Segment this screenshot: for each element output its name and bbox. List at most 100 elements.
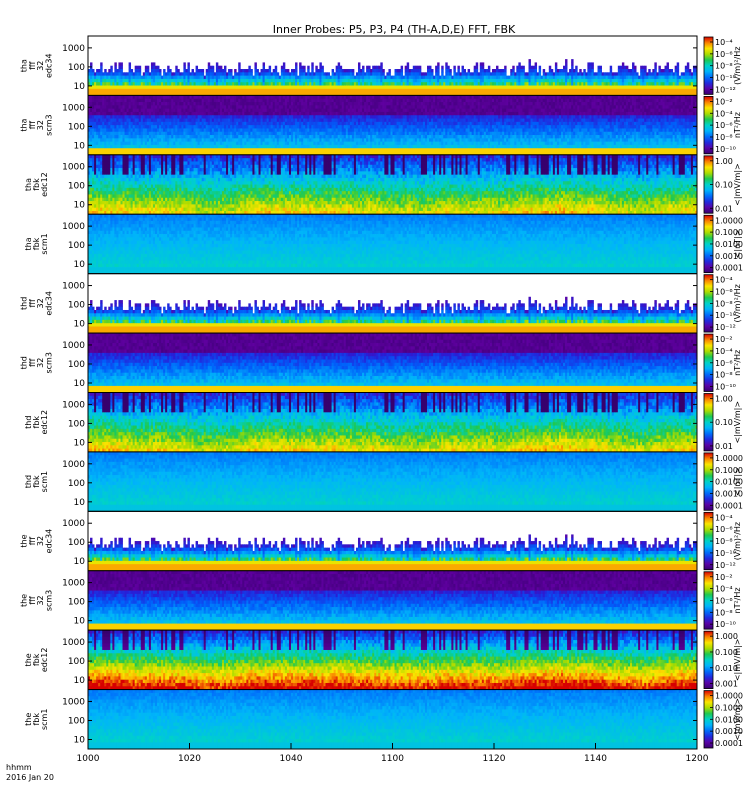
colorbar-tick-label: 10⁻⁶ <box>715 288 733 297</box>
panel-label-line: edc12 <box>40 410 49 435</box>
y-tick-label: 100 <box>68 716 85 726</box>
y-tick-label: 10 <box>74 82 86 92</box>
y-tick-label: 10 <box>74 201 86 211</box>
colorbar-unit-label: (V/m)²/Hz <box>733 47 742 85</box>
colorbar-tick-label: 10⁻⁴ <box>715 513 733 522</box>
colorbar-tick-label: 1.0000 <box>715 216 743 225</box>
colorbar-tick-label: 10⁻² <box>715 97 733 106</box>
x-tick-label: 1040 <box>280 754 303 764</box>
panel-label-line: edc34 <box>44 291 53 316</box>
spectrogram-image <box>88 59 697 96</box>
colorbar-tick-label: 10⁻⁶ <box>715 121 733 130</box>
panel-label: tha fff 32 edc34 <box>20 53 54 78</box>
y-tick-label: 1000 <box>62 519 85 529</box>
colorbar-tick-label: 10⁻⁸ <box>715 62 733 71</box>
y-tick-label: 100 <box>68 241 85 251</box>
colorbar <box>704 631 713 688</box>
y-tick-label: 10 <box>74 141 86 151</box>
spectrogram-image <box>88 534 697 571</box>
spectrogram-image <box>88 297 697 334</box>
colorbar-unit-label: <|mV/m|> <box>733 698 742 741</box>
panel-label: thd fbk scm1 <box>24 471 49 492</box>
y-tick-label: 1000 <box>62 460 85 470</box>
y-tick-label: 10 <box>74 320 86 330</box>
spectrogram-panels: 1000 100 10 tha fff 32 edc34 10⁻⁴ 10⁻⁶ 10⁻⁸ 10⁻¹⁰ 1… <box>20 36 743 749</box>
y-tick-label: 100 <box>68 182 85 192</box>
y-tick-label: 10 <box>74 617 86 627</box>
y-tick-label: 10 <box>74 498 86 508</box>
spectrogram-image <box>88 393 697 453</box>
y-tick-label: 10 <box>74 260 86 270</box>
colorbar-tick-label: 10⁻⁸ <box>715 299 733 308</box>
colorbar-tick-label: 10⁻² <box>715 573 733 582</box>
x-axis-label-date: 2016 Jan 20 <box>6 773 54 782</box>
panel-label-line: edc34 <box>44 529 53 554</box>
panel-label-line: scm3 <box>44 352 53 373</box>
colorbar-tick-label: 10⁻¹⁰ <box>715 620 736 629</box>
y-tick-label: 1000 <box>62 400 85 410</box>
colorbar-tick-label: 0.01 <box>715 204 733 213</box>
colorbar-tick-label: 10⁻⁶ <box>715 596 733 605</box>
y-tick-label: 1000 <box>62 222 85 232</box>
panel-label: thd fff 32 scm3 <box>20 352 54 373</box>
spectrogram-image <box>88 630 697 690</box>
spectrogram-image <box>88 571 697 631</box>
colorbar-unit-label: <|nT|> <box>733 230 742 259</box>
colorbar-tick-label: 10⁻⁸ <box>715 133 733 142</box>
colorbar-tick-label: 10⁻⁸ <box>715 371 733 380</box>
colorbar-unit-label: (V/m)²/Hz <box>733 522 742 560</box>
y-tick-label: 100 <box>68 538 85 548</box>
y-tick-label: 1000 <box>62 282 85 292</box>
panel-label: thd fbk edc12 <box>24 410 49 435</box>
y-tick-label: 100 <box>68 122 85 132</box>
spectrogram-image <box>88 690 697 750</box>
y-tick-label: 1000 <box>62 103 85 113</box>
x-tick-label: 1020 <box>178 754 201 764</box>
colorbar-tick-label: 10⁻⁶ <box>715 359 733 368</box>
panel-label: the fbk scm1 <box>24 709 49 730</box>
colorbar-tick-label: 0.0001 <box>715 501 743 510</box>
y-tick-label: 10 <box>74 557 86 567</box>
panel-label-line: edc34 <box>44 53 53 78</box>
chart-title: Inner Probes: P5, P3, P4 (TH-A,D,E) FFT,… <box>273 23 516 36</box>
y-tick-label: 1000 <box>62 44 85 54</box>
panel-label: tha fbk scm1 <box>24 233 49 254</box>
colorbar-unit-label: (V/m)²/Hz <box>733 284 742 322</box>
y-tick-label: 100 <box>68 360 85 370</box>
colorbar-tick-label: 10⁻⁴ <box>715 109 733 118</box>
colorbar-tick-label: 10⁻⁶ <box>715 50 733 59</box>
y-tick-label: 1000 <box>62 163 85 173</box>
colorbar-tick-label: 0.01 <box>715 442 733 451</box>
colorbar-tick-label: 10⁻⁴ <box>715 276 733 285</box>
panel-label-line: scm3 <box>44 590 53 611</box>
colorbar-unit-label: <|nT|> <box>733 467 742 496</box>
colorbar-tick-label: 0.0001 <box>715 264 743 273</box>
colorbar-tick-label: 10⁻⁸ <box>715 537 733 546</box>
x-tick-label: 1120 <box>483 754 506 764</box>
x-tick-label: 1140 <box>584 754 607 764</box>
panel-label-line: scm1 <box>40 471 49 492</box>
colorbar-tick-label: 10⁻¹⁰ <box>715 383 736 392</box>
colorbar-tick-label: 1.00 <box>715 157 733 166</box>
panel-label-line: scm3 <box>44 114 53 135</box>
x-tick-label: 1200 <box>686 754 709 764</box>
colorbar-tick-label: 1.00 <box>715 395 733 404</box>
spectrogram-image <box>88 452 697 512</box>
y-tick-label: 1000 <box>62 638 85 648</box>
colorbar-tick-label: 0.10 <box>715 181 733 190</box>
panel-label: tha fbk edc12 <box>24 172 49 197</box>
y-tick-label: 10 <box>74 438 86 448</box>
y-tick-label: 100 <box>68 598 85 608</box>
y-tick-label: 1000 <box>62 697 85 707</box>
y-tick-label: 100 <box>68 479 85 489</box>
colorbar-tick-label: 10⁻² <box>715 335 733 344</box>
y-tick-label: 10 <box>74 379 86 389</box>
panel-label: the fff 32 scm3 <box>20 590 54 611</box>
y-tick-label: 1000 <box>62 341 85 351</box>
